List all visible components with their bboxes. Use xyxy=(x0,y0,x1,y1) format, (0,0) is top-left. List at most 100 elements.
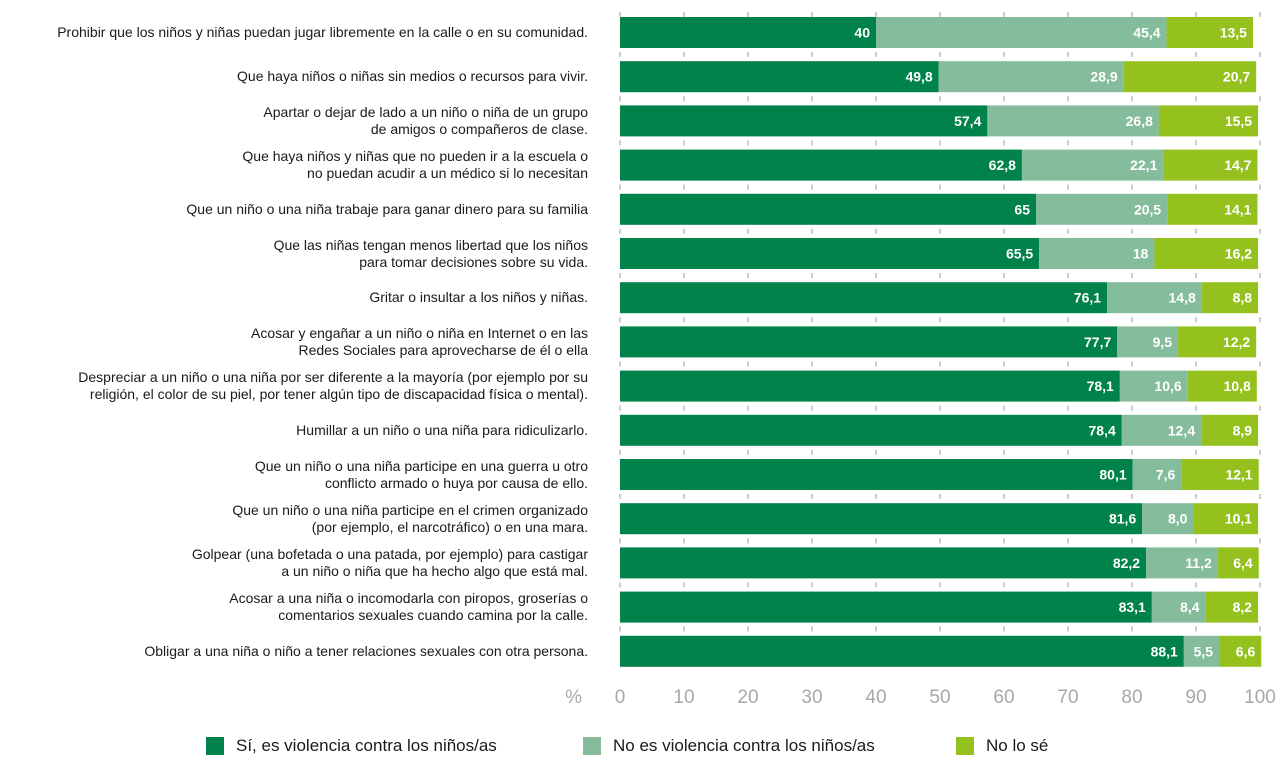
bar-value-label: 77,7 xyxy=(1084,334,1111,350)
category-label: Humillar a un niño o una niña para ridic… xyxy=(296,421,588,438)
legend-item-si: Sí, es violencia contra los niños/as xyxy=(206,736,497,756)
bar-value-label: 18 xyxy=(1133,246,1149,262)
bar-value-label: 45,4 xyxy=(1133,25,1160,41)
bar-value-label: 80,1 xyxy=(1099,467,1126,483)
bar-segment xyxy=(620,193,1036,225)
category-label: Que haya niños o niñas sin medios o recu… xyxy=(237,68,588,85)
bar-segment xyxy=(876,17,1167,48)
legend-label: No es violencia contra los niños/as xyxy=(613,736,875,755)
bar-value-label: 6,4 xyxy=(1233,555,1253,571)
bar-segment xyxy=(620,503,1143,535)
bar-segment xyxy=(1163,149,1258,181)
legend-label: Sí, es violencia contra los niños/as xyxy=(236,736,497,755)
bar-value-label: 88,1 xyxy=(1151,643,1178,659)
bar-value-label: 15,5 xyxy=(1225,113,1252,129)
bar-segment xyxy=(987,105,1159,137)
bar-value-label: 82,2 xyxy=(1113,555,1140,571)
bar-segment xyxy=(1119,370,1188,402)
bar-value-label: 8,2 xyxy=(1233,599,1253,615)
bar-value-label: 26,8 xyxy=(1126,113,1153,129)
bar-value-label: 8,4 xyxy=(1180,599,1200,615)
x-tick-label: 80 xyxy=(1121,687,1142,708)
legend-item-no-lo-se: No lo sé xyxy=(956,736,1048,756)
bar-segment xyxy=(938,61,1124,93)
category-label: Apartar o dejar de lado a un niño o niña… xyxy=(263,103,588,137)
bar-segment xyxy=(1217,547,1259,579)
bar-value-label: 76,1 xyxy=(1074,290,1101,306)
x-tick-label: 40 xyxy=(865,687,886,708)
bar-segment xyxy=(1193,503,1259,535)
bar-value-label: 14,8 xyxy=(1169,290,1196,306)
bar-value-label: 78,4 xyxy=(1089,422,1116,438)
bar-segment xyxy=(1142,503,1194,535)
bar-segment xyxy=(1201,414,1259,446)
category-label: Despreciar a un niño o una niña por ser … xyxy=(78,369,588,403)
bar-segment xyxy=(1036,193,1168,225)
bar-segment xyxy=(620,370,1120,402)
x-tick-label: 10 xyxy=(673,687,694,708)
bar-value-label: 20,5 xyxy=(1134,201,1161,217)
bar-value-label: 5,5 xyxy=(1194,643,1214,659)
bar-value-label: 65 xyxy=(1014,201,1030,217)
x-tick-label: 90 xyxy=(1185,687,1206,708)
legend-swatch xyxy=(583,737,601,755)
bar-value-label: 40 xyxy=(854,25,870,41)
bar-segment xyxy=(620,459,1133,490)
bar-value-label: 28,9 xyxy=(1090,69,1117,85)
bar-segment xyxy=(1178,326,1257,358)
bar-value-label: 10,8 xyxy=(1224,378,1251,394)
bar-segment xyxy=(1107,282,1202,314)
legend-item-no: No es violencia contra los niños/as xyxy=(583,736,875,756)
category-label: Que un niño o una niña participe en el c… xyxy=(232,501,588,535)
bar-segment xyxy=(1181,459,1259,490)
bar-segment xyxy=(620,547,1147,579)
bar-segment xyxy=(1039,238,1155,269)
bar-value-label: 8,8 xyxy=(1233,290,1253,306)
legend-swatch xyxy=(956,737,974,755)
legend-swatch xyxy=(206,737,224,755)
bar-value-label: 8,9 xyxy=(1233,422,1253,438)
legend-label: No lo sé xyxy=(986,736,1049,755)
bar-value-label: 9,5 xyxy=(1153,334,1173,350)
bar-segment xyxy=(1187,370,1257,402)
bar-segment xyxy=(1021,149,1164,181)
bar-segment xyxy=(1151,591,1206,623)
bar-segment xyxy=(1117,326,1179,358)
bar-value-label: 14,7 xyxy=(1224,157,1251,173)
bar-segment xyxy=(620,149,1022,181)
category-label: Que un niño o una niña participe en una … xyxy=(254,457,588,491)
bar-value-label: 13,5 xyxy=(1220,25,1247,41)
bar-value-label: 10,1 xyxy=(1225,511,1252,527)
category-label: Gritar o insultar a los niños y niñas. xyxy=(369,289,588,306)
chart-legend: Sí, es violencia contra los niños/as No … xyxy=(0,736,1278,760)
bar-value-label: 65,5 xyxy=(1006,246,1033,262)
bar-segment xyxy=(1166,17,1253,48)
bar-value-label: 8,0 xyxy=(1168,511,1188,527)
bar-value-label: 78,1 xyxy=(1087,378,1114,394)
bar-segment xyxy=(1219,635,1262,667)
bar-value-label: 83,1 xyxy=(1119,599,1146,615)
bar-segment xyxy=(620,61,939,93)
bar-segment xyxy=(1158,105,1259,137)
category-label: Obligar a una niña o niño a tener relaci… xyxy=(144,642,588,659)
bar-segment xyxy=(1146,547,1218,579)
bar-segment xyxy=(1201,282,1259,314)
bar-segment xyxy=(1154,238,1259,269)
bar-value-label: 16,2 xyxy=(1225,246,1252,262)
bar-segment xyxy=(620,591,1152,623)
category-label: Que un niño o una niña trabaje para gana… xyxy=(186,200,588,217)
category-label: Prohibir que los niños y niñas puedan ju… xyxy=(57,24,588,40)
bar-value-label: 10,6 xyxy=(1154,378,1181,394)
bar-value-label: 12,4 xyxy=(1168,422,1195,438)
bar-value-label: 20,7 xyxy=(1223,69,1250,85)
category-label: Acosar y engañar a un niño o niña en Int… xyxy=(250,324,588,358)
bar-segment xyxy=(620,414,1122,446)
x-tick-label: 60 xyxy=(993,687,1014,708)
bar-segment xyxy=(1205,591,1259,623)
bar-segment xyxy=(1183,635,1220,667)
bar-value-label: 22,1 xyxy=(1130,157,1157,173)
bar-segment xyxy=(620,238,1040,269)
x-tick-label: 20 xyxy=(737,687,758,708)
bar-value-label: 57,4 xyxy=(954,113,981,129)
